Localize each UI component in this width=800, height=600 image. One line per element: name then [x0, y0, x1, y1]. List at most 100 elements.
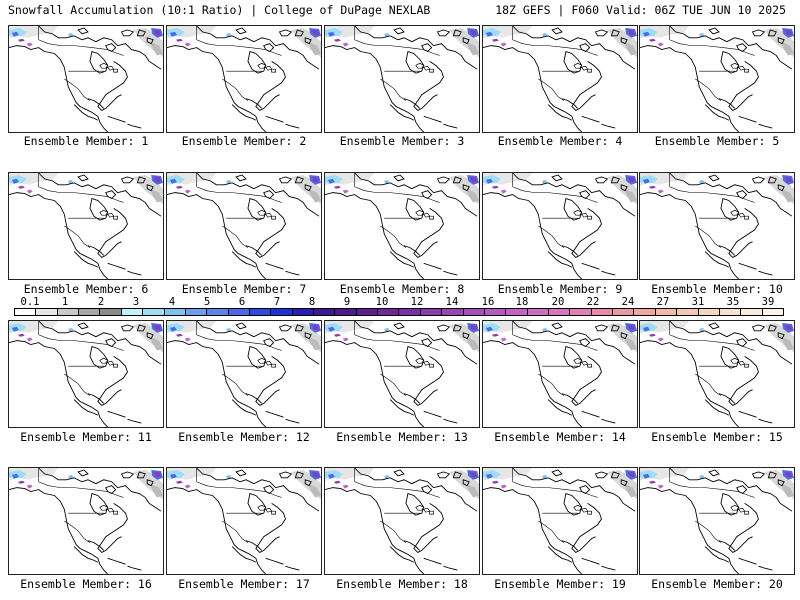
colorbar-tick-label: 8 [308, 296, 316, 308]
ensemble-member-1-map [8, 25, 164, 133]
colorbar-segment [356, 309, 379, 315]
ensemble-member-12-label: Ensemble Member: 12 [178, 430, 310, 444]
colorbar-segment [570, 309, 592, 315]
colorbar-segment [399, 309, 421, 315]
colorbar-segment [143, 309, 165, 315]
colorbar-segment [741, 309, 763, 315]
colorbar-tick-label: 12 [410, 296, 424, 308]
colorbar-tick-label: 22 [586, 296, 600, 308]
ensemble-member-7-map [166, 172, 322, 280]
colorbar-tick-label: 2 [97, 296, 105, 308]
ensemble-member-19-label: Ensemble Member: 19 [494, 577, 626, 591]
ensemble-member-17-label: Ensemble Member: 17 [178, 577, 310, 591]
ensemble-member-11-label: Ensemble Member: 11 [20, 430, 152, 444]
ensemble-member-15-label: Ensemble Member: 15 [651, 430, 783, 444]
colorbar-tick-label: 3 [132, 296, 140, 308]
colorbar-tick-label: 6 [238, 296, 246, 308]
colorbar-segment [634, 309, 656, 315]
ensemble-member-2-label: Ensemble Member: 2 [181, 134, 307, 148]
ensemble-member-2-map [166, 25, 322, 133]
ensemble-member-7-label: Ensemble Member: 7 [181, 282, 307, 296]
colorbar-tick-label: 1 [61, 296, 69, 308]
colorbar-tick-label: 4 [168, 296, 176, 308]
colorbar-segment [314, 309, 336, 315]
colorbar-tick-label: 10 [375, 296, 389, 308]
ensemble-member-4-label: Ensemble Member: 4 [497, 134, 623, 148]
colorbar-segment [484, 309, 507, 315]
colorbar-segment [335, 309, 357, 315]
colorbar-tick-label: 16 [481, 296, 495, 308]
ensemble-member-6-map [8, 172, 164, 280]
colorbar-tick-label: 39 [761, 296, 775, 308]
ensemble-member-14-map [482, 320, 638, 428]
colorbar-tick-label: 7 [273, 296, 281, 308]
ensemble-member-13-label: Ensemble Member: 13 [336, 430, 468, 444]
colorbar-segment [164, 309, 186, 315]
colorbar-segment [207, 309, 229, 315]
colorbar-segment [79, 309, 101, 315]
colorbar-tick-label: 20 [551, 296, 565, 308]
ensemble-member-20-label: Ensemble Member: 20 [651, 577, 783, 591]
snowfall-colorbar [14, 308, 784, 316]
ensemble-member-3-label: Ensemble Member: 3 [339, 134, 465, 148]
colorbar-segment [548, 309, 571, 315]
ensemble-member-15-map [639, 320, 795, 428]
model-run-info: 18Z GEFS | F060 Valid: 06Z TUE JUN 10 20… [495, 3, 786, 17]
colorbar-segment [57, 309, 80, 315]
colorbar-segment [655, 309, 678, 315]
colorbar-segment [527, 309, 549, 315]
ensemble-member-12-map [166, 320, 322, 428]
ensemble-member-5-map [639, 25, 795, 133]
colorbar-segment [228, 309, 250, 315]
colorbar-tick-label: 5 [203, 296, 211, 308]
ensemble-member-6-label: Ensemble Member: 6 [23, 282, 149, 296]
colorbar-segment [442, 309, 464, 315]
ensemble-member-10-map [639, 172, 795, 280]
ensemble-member-18-map [324, 467, 480, 575]
colorbar-segment [463, 309, 485, 315]
colorbar-segment [378, 309, 400, 315]
colorbar-tick-label: 24 [621, 296, 635, 308]
ensemble-member-8-label: Ensemble Member: 8 [339, 282, 465, 296]
colorbar-tick-label: 14 [445, 296, 459, 308]
colorbar-segment [121, 309, 144, 315]
ensemble-member-4-map [482, 25, 638, 133]
colorbar-segment [506, 309, 528, 315]
ensemble-member-9-label: Ensemble Member: 9 [497, 282, 623, 296]
colorbar-segment [591, 309, 614, 315]
ensemble-member-16-map [8, 467, 164, 575]
colorbar-segment [271, 309, 293, 315]
ensemble-member-10-label: Ensemble Member: 10 [651, 282, 783, 296]
ensemble-member-20-map [639, 467, 795, 575]
ensemble-member-3-map [324, 25, 480, 133]
ensemble-member-1-label: Ensemble Member: 1 [23, 134, 149, 148]
ensemble-member-17-map [166, 467, 322, 575]
colorbar-segment [15, 309, 37, 315]
colorbar-segment [292, 309, 315, 315]
colorbar-segment [698, 309, 720, 315]
ensemble-member-11-map [8, 320, 164, 428]
colorbar-segment [719, 309, 742, 315]
ensemble-member-13-map [324, 320, 480, 428]
ensemble-member-14-label: Ensemble Member: 14 [494, 430, 626, 444]
colorbar-tick-label: 18 [515, 296, 529, 308]
colorbar-segment [420, 309, 443, 315]
colorbar-segment [185, 309, 208, 315]
colorbar-segment [677, 309, 699, 315]
colorbar-segment [100, 309, 122, 315]
colorbar-tick-label: 35 [726, 296, 740, 308]
colorbar-segment [249, 309, 272, 315]
colorbar-segment [613, 309, 635, 315]
colorbar-tick-label: 31 [691, 296, 705, 308]
colorbar-tick-label: 27 [656, 296, 670, 308]
ensemble-member-18-label: Ensemble Member: 18 [336, 577, 468, 591]
colorbar-tick-label: 9 [343, 296, 351, 308]
colorbar-segment [762, 309, 783, 315]
ensemble-member-16-label: Ensemble Member: 16 [20, 577, 152, 591]
ensemble-member-5-label: Ensemble Member: 5 [654, 134, 780, 148]
ensemble-member-8-map [324, 172, 480, 280]
ensemble-member-9-map [482, 172, 638, 280]
ensemble-member-19-map [482, 467, 638, 575]
colorbar-segment [36, 309, 58, 315]
colorbar-tick-label: 0.1 [20, 296, 40, 308]
